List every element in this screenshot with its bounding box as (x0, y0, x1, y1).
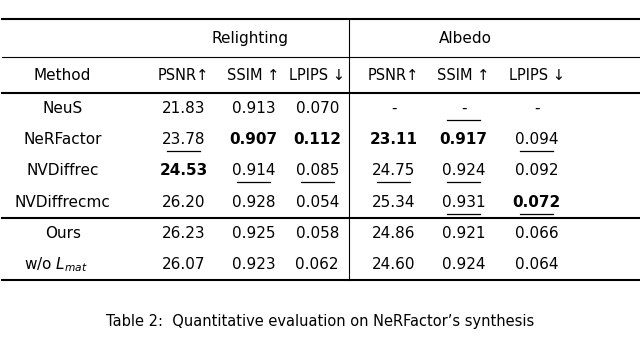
Text: 0.085: 0.085 (296, 164, 339, 178)
Text: -: - (534, 101, 540, 116)
Text: 0.924: 0.924 (442, 164, 485, 178)
Text: 0.058: 0.058 (296, 226, 339, 241)
Text: 0.064: 0.064 (515, 257, 559, 272)
Text: 0.928: 0.928 (232, 194, 275, 210)
Text: PSNR↑: PSNR↑ (368, 68, 419, 83)
Text: SSIM ↑: SSIM ↑ (227, 68, 280, 83)
Text: -: - (391, 101, 396, 116)
Text: 0.924: 0.924 (442, 257, 485, 272)
Text: 24.60: 24.60 (372, 257, 415, 272)
Text: 0.907: 0.907 (230, 132, 278, 147)
Text: PSNR↑: PSNR↑ (158, 68, 209, 83)
Text: SSIM ↑: SSIM ↑ (437, 68, 490, 83)
Text: NeuS: NeuS (42, 101, 83, 116)
Text: 0.917: 0.917 (440, 132, 488, 147)
Text: Ours: Ours (45, 226, 81, 241)
Text: NVDiffrec: NVDiffrec (26, 164, 99, 178)
Text: 0.054: 0.054 (296, 194, 339, 210)
Text: NVDiffrecmc: NVDiffrecmc (15, 194, 111, 210)
Text: 0.931: 0.931 (442, 194, 485, 210)
Text: 26.20: 26.20 (162, 194, 205, 210)
Text: 23.78: 23.78 (162, 132, 205, 147)
Text: 0.921: 0.921 (442, 226, 485, 241)
Text: 21.83: 21.83 (162, 101, 205, 116)
Text: Table 2:  Quantitative evaluation on NeRFactor’s synthesis: Table 2: Quantitative evaluation on NeRF… (106, 314, 534, 329)
Text: 24.53: 24.53 (159, 164, 208, 178)
Text: LPIPS ↓: LPIPS ↓ (509, 68, 564, 83)
Text: 0.092: 0.092 (515, 164, 559, 178)
Text: Method: Method (34, 68, 92, 83)
Text: 0.066: 0.066 (515, 226, 559, 241)
Text: 0.925: 0.925 (232, 226, 275, 241)
Text: -: - (461, 101, 467, 116)
Text: 0.112: 0.112 (293, 132, 341, 147)
Text: LPIPS ↓: LPIPS ↓ (289, 68, 345, 83)
Text: 0.070: 0.070 (296, 101, 339, 116)
Text: 26.23: 26.23 (162, 226, 205, 241)
Text: 0.062: 0.062 (296, 257, 339, 272)
Text: 0.094: 0.094 (515, 132, 559, 147)
Text: w/o $L_{mat}$: w/o $L_{mat}$ (24, 255, 88, 274)
Text: NeRFactor: NeRFactor (24, 132, 102, 147)
Text: 24.75: 24.75 (372, 164, 415, 178)
Text: 0.923: 0.923 (232, 257, 275, 272)
Text: 25.34: 25.34 (372, 194, 415, 210)
Text: 24.86: 24.86 (372, 226, 415, 241)
Text: 26.07: 26.07 (162, 257, 205, 272)
Text: 0.914: 0.914 (232, 164, 275, 178)
Text: 23.11: 23.11 (369, 132, 417, 147)
Text: 0.072: 0.072 (513, 194, 561, 210)
Text: Albedo: Albedo (438, 31, 492, 46)
Text: 0.913: 0.913 (232, 101, 275, 116)
Text: Relighting: Relighting (212, 31, 289, 46)
